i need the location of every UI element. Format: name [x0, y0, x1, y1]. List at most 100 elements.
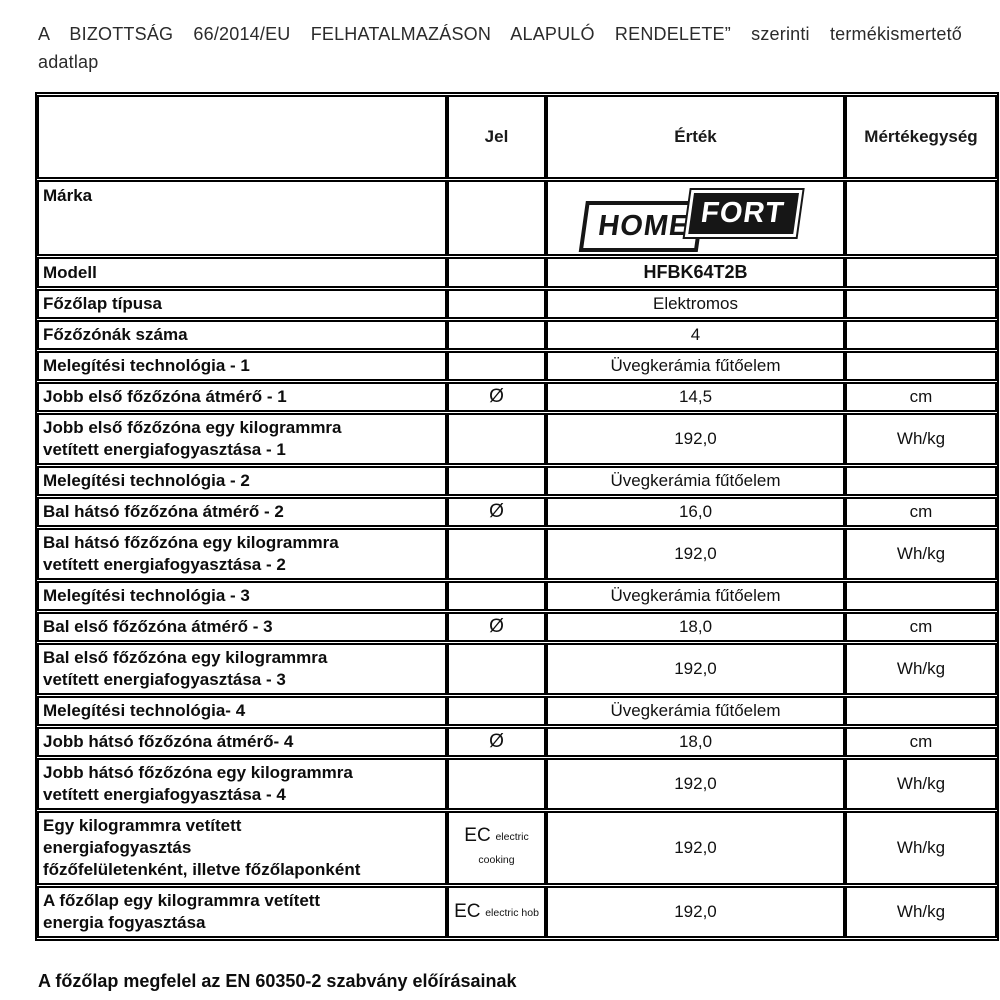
value-cell: Üvegkerámia fűtőelem [546, 351, 845, 381]
unit-cell: cm [845, 382, 997, 412]
table-row: Melegítési technológia - 2 Üvegkerámia fű… [37, 466, 997, 496]
value-cell: 192,0 [546, 413, 845, 465]
symbol-text: Ø [489, 501, 504, 522]
unit-cell: Wh/kg [845, 811, 997, 885]
row-label: Főzőzónák száma [37, 320, 447, 350]
table-row: Melegítési technológia - 3 Üvegkerámia fű… [37, 581, 997, 611]
row-label: Melegítési technológia - 2 [37, 466, 447, 496]
column-header-empty [37, 95, 447, 179]
symbol-cell [447, 758, 546, 810]
row-label: Bal hátsó főzőzóna átmérő - 2 [37, 497, 447, 527]
logo-fort-box: FORT [687, 192, 799, 234]
unit-cell: cm [845, 612, 997, 642]
row-label: Bal első főzőzóna egy kilogrammra vetíte… [37, 643, 447, 695]
row-label: Márka [37, 180, 447, 256]
unit-cell: Wh/kg [845, 528, 997, 580]
symbol-cell [447, 643, 546, 695]
symbol-text: Ø [489, 616, 504, 637]
value-cell: 192,0 [546, 758, 845, 810]
table-row: Modell HFBK64T2B [37, 257, 997, 288]
unit-cell [845, 696, 997, 726]
symbol-cell [447, 696, 546, 726]
symbol-cell [447, 257, 546, 288]
unit-cell [845, 581, 997, 611]
value-text: 14,5 [678, 387, 713, 406]
value-text: 192,0 [674, 659, 717, 678]
document-title-line1: A BIZOTTSÁG 66/2014/EU FELHATALMAZÁSON A… [38, 24, 962, 44]
logo-home-box: HOME [578, 200, 705, 252]
value-cell: 18,0 [546, 612, 845, 642]
symbol-cell [447, 180, 546, 256]
value-cell: 192,0 [546, 886, 845, 938]
unit-cell [845, 180, 997, 256]
row-label: Melegítési technológia - 3 [37, 581, 447, 611]
unit-cell [845, 320, 997, 350]
row-label: Modell [37, 257, 447, 288]
column-header-jel: Jel [447, 95, 546, 179]
symbol-cell [447, 466, 546, 496]
unit-cell [845, 351, 997, 381]
document-title: A BIZOTTSÁG 66/2014/EU FELHATALMAZÁSON A… [38, 20, 962, 76]
value-cell: 192,0 [546, 528, 845, 580]
symbol-text: EC [454, 900, 481, 922]
symbol-cell: Ø [447, 382, 546, 412]
value-cell: Üvegkerámia fűtőelem [546, 696, 845, 726]
symbol-cell [447, 581, 546, 611]
symbol-cell: EC electric hob [447, 886, 546, 938]
row-label: Melegítési technológia- 4 [37, 696, 447, 726]
value-text: Üvegkerámia fűtőelem [610, 471, 781, 490]
row-label: Jobb hátsó főzőzóna egy kilogrammra vetí… [37, 758, 447, 810]
table-body: Márka HOME FORT Modell HFBK64T2B Főzőlap típu… [37, 180, 997, 938]
value-text: 192,0 [674, 429, 717, 448]
table-header: Jel Érték Mértékegység [37, 95, 997, 179]
header-row: Jel Érték Mértékegység [37, 95, 997, 179]
symbol-cell: Ø [447, 727, 546, 757]
unit-cell [845, 257, 997, 288]
symbol-cell [447, 351, 546, 381]
table-row: Jobb első főzőzóna átmérő - 1 Ø 14,5 cm [37, 382, 997, 412]
unit-cell: Wh/kg [845, 886, 997, 938]
value-text: 4 [690, 325, 701, 344]
symbol-text: EC [464, 825, 491, 846]
unit-cell: Wh/kg [845, 643, 997, 695]
standard-compliance-note: A főzőlap megfelel az EN 60350-2 szabván… [38, 971, 517, 991]
table-row: Főzőlap típusa Elektromos [37, 289, 997, 319]
symbol-cell: Ø [447, 612, 546, 642]
value-text: 16,0 [678, 502, 713, 521]
value-cell: 192,0 [546, 643, 845, 695]
symbol-cell: EC electric cooking [447, 811, 546, 885]
value-text: Üvegkerámia fűtőelem [610, 701, 781, 720]
table-row: Melegítési technológia - 1 Üvegkerámia fű… [37, 351, 997, 381]
value-text: Elektromos [652, 294, 739, 313]
table-row: Jobb hátsó főzőzóna átmérő- 4 Ø 18,0 cm [37, 727, 997, 757]
row-label: Főzőlap típusa [37, 289, 447, 319]
value-cell: HFBK64T2B [546, 257, 845, 288]
unit-cell: Wh/kg [845, 413, 997, 465]
symbol-cell [447, 528, 546, 580]
row-label: Bal első főzőzóna átmérő - 3 [37, 612, 447, 642]
value-text: 18,0 [678, 732, 713, 751]
value-cell: 14,5 [546, 382, 845, 412]
table-row: Jobb hátsó főzőzóna egy kilogrammra vetí… [37, 758, 997, 810]
product-fiche-table: Jel Érték Mértékegység Márka HOME FORT Mode… [35, 92, 999, 941]
value-cell: Elektromos [546, 289, 845, 319]
table-row: Főzőzónák száma 4 [37, 320, 997, 350]
table-row: Bal hátsó főzőzóna egy kilogrammra vetít… [37, 528, 997, 580]
unit-cell: cm [845, 727, 997, 757]
value-text: Üvegkerámia fűtőelem [610, 586, 781, 605]
row-label: Jobb első főzőzóna egy kilogrammra vetít… [37, 413, 447, 465]
table-row: Jobb első főzőzóna egy kilogrammra vetít… [37, 413, 997, 465]
table-row: Egy kilogrammra vetített energiafogyaszt… [37, 811, 997, 885]
column-header-mertekegyseg: Mértékegység [845, 95, 997, 179]
value-cell: 192,0 [546, 811, 845, 885]
value-text: 18,0 [678, 617, 713, 636]
symbol-cell [447, 413, 546, 465]
row-label: Egy kilogrammra vetített energiafogyaszt… [37, 811, 447, 885]
table-row: Bal első főzőzóna átmérő - 3 Ø 18,0 cm [37, 612, 997, 642]
value-cell: 18,0 [546, 727, 845, 757]
unit-cell [845, 289, 997, 319]
value-text: HFBK64T2B [643, 262, 748, 282]
value-cell: 4 [546, 320, 845, 350]
value-text: 192,0 [674, 544, 717, 563]
